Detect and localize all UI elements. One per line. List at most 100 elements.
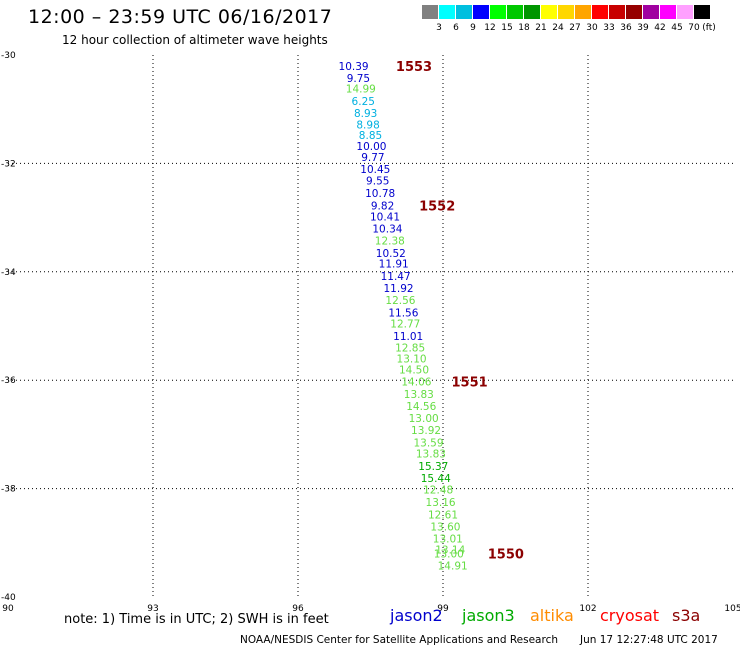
wave-height-label: 9.55 — [366, 176, 389, 188]
wave-height-label: 13.59 — [413, 438, 443, 450]
satellite-cryosat: cryosat — [600, 606, 660, 625]
wave-height-label: 9.75 — [347, 73, 370, 85]
wave-height-label: 10.00 — [356, 141, 386, 153]
wave-height-label: 8.85 — [359, 130, 382, 142]
legend-label: 70 — [688, 23, 700, 33]
legend-swatch — [473, 5, 489, 19]
wave-height-label: 13.10 — [397, 354, 427, 366]
wave-height-label: 13.16 — [426, 497, 456, 509]
legend-label: 45 — [671, 23, 683, 33]
legend-label: 15 — [501, 23, 513, 33]
x-tick-label: 102 — [579, 604, 596, 614]
wave-height-label: 15.44 — [421, 473, 451, 485]
wave-height-label: 8.93 — [354, 108, 377, 120]
y-tick-label: -40 — [1, 593, 16, 603]
wave-height-label: 12.85 — [395, 343, 425, 355]
x-tick-label: 99 — [437, 604, 449, 614]
legend-swatch — [490, 5, 506, 19]
wave-height-label: 11.47 — [381, 271, 411, 283]
wave-height-label: 12.48 — [423, 485, 453, 497]
legend-swatch — [609, 5, 625, 19]
wave-height-label: 13.60 — [430, 522, 460, 534]
y-tick-label: -32 — [1, 159, 16, 169]
legend-label: 3 — [436, 23, 442, 33]
legend-swatch — [592, 5, 608, 19]
chart-title: 12:00 – 23:59 UTC 06/16/2017 — [28, 6, 333, 28]
wave-height-label: 10.41 — [370, 212, 400, 224]
wave-height-label: 13.00 — [409, 413, 439, 425]
legend-swatch — [677, 5, 693, 19]
legend-label: 21 — [535, 23, 547, 33]
wave-height-label: 14.50 — [399, 364, 429, 376]
legend-label: 18 — [518, 23, 530, 33]
legend-swatch — [456, 5, 472, 19]
pass-number: 1552 — [419, 200, 455, 215]
pass-number: 1553 — [396, 60, 432, 75]
legend-swatch — [626, 5, 642, 19]
wave-height-label: 14.91 — [438, 561, 468, 573]
satellite-s3a: s3a — [672, 606, 701, 625]
legend-label: 33 — [603, 23, 615, 33]
wave-height-label: 9.82 — [371, 201, 394, 213]
satellite-jason2: jason2 — [390, 606, 443, 625]
wave-height-label: 14.06 — [401, 376, 431, 388]
wave-height-label: 13.92 — [411, 425, 441, 437]
wave-height-label: 6.25 — [352, 96, 375, 108]
satellite-jason3: jason3 — [462, 606, 515, 625]
x-tick-label: 93 — [147, 604, 158, 614]
wave-height-label: 10.45 — [360, 164, 390, 176]
legend-label: 27 — [569, 23, 581, 33]
chart-subtitle: 12 hour collection of altimeter wave hei… — [62, 33, 328, 47]
x-tick-label: 105 — [724, 604, 740, 614]
satellite-altika: altika — [530, 606, 574, 625]
legend-swatch — [694, 5, 710, 19]
legend-label: 6 — [453, 23, 459, 33]
wave-height-label: 13.83 — [416, 448, 446, 460]
legend-label: 12 — [484, 23, 496, 33]
legend-swatch — [524, 5, 540, 19]
wave-height-label: 10.52 — [376, 248, 406, 260]
legend-unit: (ft) — [702, 23, 716, 33]
y-tick-label: -30 — [1, 51, 16, 61]
legend-swatch — [558, 5, 574, 19]
wave-height-label: 10.39 — [339, 61, 369, 73]
wave-height-label: 14.99 — [346, 84, 376, 96]
wave-height-label: 8.98 — [356, 119, 379, 131]
legend-label: 42 — [654, 23, 666, 33]
wave-height-label: 10.34 — [372, 223, 402, 235]
pass-number: 1551 — [451, 375, 487, 390]
wave-height-label: 9.77 — [361, 152, 384, 164]
legend-label: 30 — [586, 23, 598, 33]
generation-timestamp: Jun 17 12:27:48 UTC 2017 — [580, 634, 718, 646]
legend-label: 24 — [552, 23, 564, 33]
wave-height-label: 11.92 — [384, 283, 414, 295]
wave-height-label: 12.38 — [375, 235, 405, 247]
y-tick-label: -34 — [1, 268, 16, 278]
wave-height-label: 10.78 — [365, 188, 395, 200]
wave-height-label: 11.56 — [388, 307, 418, 319]
legend-swatch — [541, 5, 557, 19]
wave-height-label: 13.01 — [433, 533, 463, 545]
credit-line: NOAA/NESDIS Center for Satellite Applica… — [240, 634, 558, 646]
legend-swatch — [439, 5, 455, 19]
wave-height-label: 13.83 — [404, 389, 434, 401]
wave-height-label: 12.61 — [428, 510, 458, 522]
footnote: note: 1) Time is in UTC; 2) SWH is in fe… — [64, 612, 329, 627]
wave-height-label: 11.91 — [379, 259, 409, 271]
legend-swatch — [643, 5, 659, 19]
wave-height-label: 14.56 — [406, 401, 436, 413]
legend-swatch — [422, 5, 438, 19]
y-tick-label: -38 — [1, 485, 16, 495]
wave-height-label: 12.56 — [385, 295, 415, 307]
legend-swatch — [660, 5, 676, 19]
legend-label: 39 — [637, 23, 649, 33]
wave-height-label: 11.01 — [393, 331, 423, 343]
x-tick-label: 90 — [2, 604, 14, 614]
legend-swatch — [575, 5, 591, 19]
wave-height-label: 12.77 — [390, 318, 420, 330]
legend-swatch — [507, 5, 523, 19]
pass-number: 1550 — [488, 548, 524, 563]
y-tick-label: -36 — [1, 376, 16, 386]
wave-height-label: 13.14 — [435, 544, 465, 556]
